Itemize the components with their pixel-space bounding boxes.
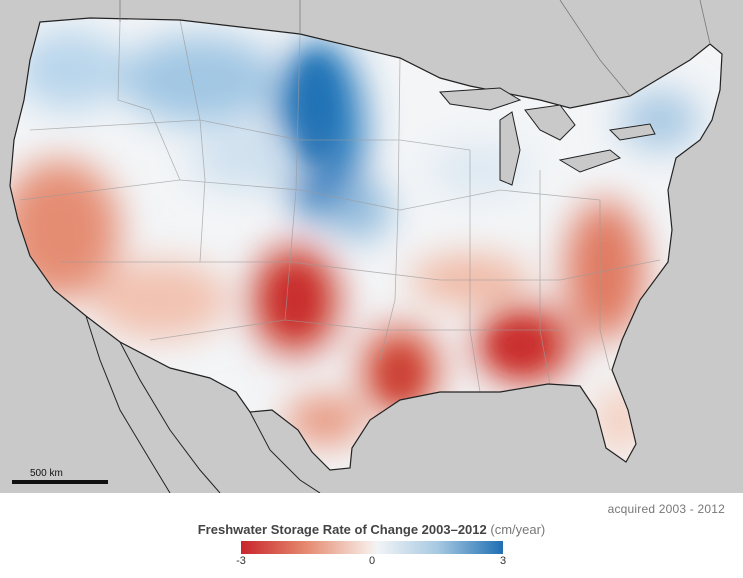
us-outline [9,17,723,471]
great-lakes [438,87,656,186]
legend-title: Freshwater Storage Rate of Change 2003–2… [0,522,743,537]
canada-borders [119,0,711,97]
legend-title-text: Freshwater Storage Rate of Change 2003–2… [197,522,487,537]
mexico-outline [85,315,321,493]
scale-bar [12,480,108,484]
legend-color-bar [241,541,503,554]
legend-tick-mid: 0 [368,555,376,567]
scale-label: 500 km [30,468,63,479]
legend-unit: (cm/year) [490,522,546,537]
legend-tick-min: -3 [236,555,246,567]
legend-tick-max: 3 [499,555,507,567]
map-canvas [0,0,743,493]
map-svg [9,0,723,493]
state-boundaries [19,19,661,393]
acquired-date: acquired 2003 - 2012 [607,502,725,516]
